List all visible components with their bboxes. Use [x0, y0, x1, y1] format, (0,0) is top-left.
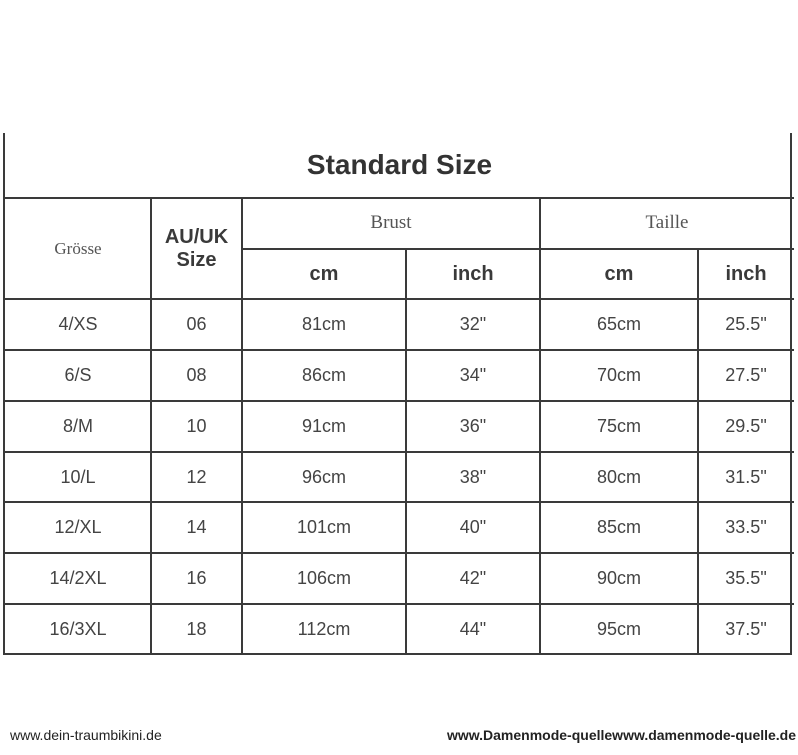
- size-cell: 6/S: [64, 365, 92, 385]
- brust-inch-cell: 32": [459, 314, 487, 334]
- header-taille-cm: cm: [604, 262, 634, 285]
- size-cell: 8/M: [62, 416, 93, 436]
- divider: [697, 248, 699, 655]
- header-brust-inch: inch: [452, 262, 494, 285]
- brust-inch-cell: 40": [459, 517, 487, 537]
- divider: [405, 248, 407, 655]
- taille-inch-cell: 31.5": [725, 466, 767, 487]
- divider: [5, 197, 794, 199]
- brust-inch-cell: 34": [459, 365, 487, 385]
- taille-inch-cell: 35.5": [725, 568, 767, 588]
- size-cell: 10/L: [60, 466, 96, 487]
- au-uk-cell: 12: [186, 466, 207, 487]
- taille-cm-cell: 75cm: [596, 416, 641, 436]
- divider: [539, 197, 541, 655]
- divider: [5, 603, 794, 605]
- taille-inch-cell: 33.5": [725, 517, 767, 537]
- taille-inch-cell: 27.5": [725, 365, 767, 385]
- taille-cm-cell: 70cm: [596, 365, 641, 385]
- brust-cm-cell: 91cm: [301, 416, 346, 436]
- taille-cm-cell: 80cm: [596, 466, 641, 487]
- size-cell: 14/2XL: [49, 568, 107, 588]
- watermark-right: www.Damenmode-quellewww.damenmode-quelle…: [447, 727, 797, 743]
- au-uk-cell: 10: [186, 416, 207, 436]
- size-cell: 4/XS: [58, 314, 98, 334]
- brust-inch-cell: 42": [459, 568, 487, 588]
- taille-cm-cell: 95cm: [596, 619, 641, 639]
- divider: [150, 197, 152, 655]
- taille-inch-cell: 25.5": [725, 314, 767, 334]
- divider: [5, 400, 794, 402]
- size-cell: 12/XL: [54, 517, 102, 537]
- watermark-left: www.dein-traumbikini.de: [10, 727, 162, 743]
- divider: [5, 298, 794, 300]
- brust-cm-cell: 106cm: [296, 568, 352, 588]
- brust-inch-cell: 38": [459, 466, 487, 487]
- brust-cm-cell: 96cm: [301, 466, 346, 487]
- header-taille-inch: inch: [725, 262, 767, 285]
- taille-cm-cell: 90cm: [596, 568, 641, 588]
- brust-cm-cell: 81cm: [301, 314, 346, 334]
- brust-inch-cell: 36": [459, 416, 487, 436]
- brust-cm-cell: 112cm: [297, 619, 351, 639]
- header-groesse: Grösse: [54, 238, 102, 258]
- divider: [241, 197, 243, 655]
- taille-cm-cell: 85cm: [596, 517, 641, 537]
- au-uk-cell: 14: [186, 517, 207, 537]
- taille-cm-cell: 65cm: [596, 314, 641, 334]
- taille-inch-cell: 29.5": [725, 416, 767, 436]
- au-uk-cell: 16: [186, 568, 207, 588]
- brust-inch-cell: 44": [459, 619, 487, 639]
- divider: [5, 349, 794, 351]
- page-title: Standard Size: [306, 149, 493, 180]
- size-chart-table: Standard Size Grösse AU/UK Size Brust Taille c…: [3, 133, 794, 655]
- au-uk-cell: 06: [186, 314, 207, 334]
- divider: [5, 451, 794, 453]
- divider: [5, 552, 794, 554]
- au-uk-cell: 08: [186, 365, 207, 385]
- brust-cm-cell: 101cm: [296, 517, 352, 537]
- divider: [5, 501, 794, 503]
- au-uk-cell: 18: [186, 619, 207, 639]
- header-au-uk: AU/UK: [164, 225, 229, 248]
- header-size: Size: [176, 248, 217, 271]
- brust-cm-cell: 86cm: [301, 365, 346, 385]
- header-brust-cm: cm: [309, 262, 339, 285]
- taille-inch-cell: 37.5": [725, 619, 767, 639]
- header-brust: Brust: [370, 212, 412, 233]
- header-taille: Taille: [645, 212, 689, 233]
- divider: [242, 248, 794, 250]
- size-cell: 16/3XL: [49, 619, 107, 639]
- header-au-uk-size: AU/UK Size: [151, 198, 242, 299]
